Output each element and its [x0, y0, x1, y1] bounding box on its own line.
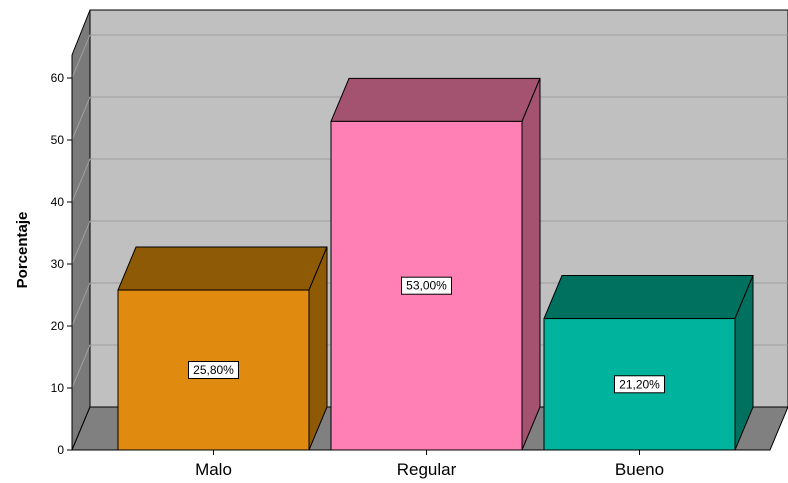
data-label: 53,00% — [406, 279, 447, 293]
side-grid-line — [71, 34, 91, 79]
side-grid-line — [71, 96, 91, 141]
bar-bueno: 21,20% — [543, 275, 754, 451]
side-grid-line — [71, 344, 91, 389]
side-grid-line — [71, 158, 91, 203]
bars: 25,80% 53,00% 21,20% — [117, 77, 754, 451]
x-tick-label: Bueno — [615, 460, 664, 479]
x-tick-label: Malo — [195, 460, 232, 479]
y-tick-label: 10 — [51, 381, 65, 395]
y-tick-label: 40 — [51, 195, 65, 209]
side-grid-line — [71, 282, 91, 327]
bar-top-face — [330, 77, 541, 122]
data-label: 25,80% — [193, 363, 234, 377]
chart-side-wall — [71, 9, 91, 451]
data-label-box — [401, 276, 452, 295]
bar-top-face — [543, 275, 754, 320]
y-axis-title: Porcentaje — [14, 212, 31, 289]
bar-malo: 25,80% — [117, 246, 328, 451]
y-tick-label: 20 — [51, 319, 65, 333]
data-label-box — [614, 375, 665, 394]
x-tick-label: Regular — [397, 460, 457, 479]
y-tick-label: 50 — [51, 133, 65, 147]
y-tick-label: 60 — [51, 71, 65, 85]
bar-top-face — [117, 246, 328, 291]
x-axis: Malo Regular Bueno — [72, 449, 770, 479]
y-tick-label: 0 — [57, 443, 64, 457]
data-label-box — [188, 361, 239, 380]
side-grid-line — [71, 220, 91, 265]
y-tick-label: 30 — [51, 257, 65, 271]
y-axis: 0 10 20 30 40 50 60 — [51, 68, 73, 457]
bar-side-face — [521, 78, 541, 451]
bar-regular: 53,00% — [330, 77, 541, 451]
data-label: 21,20% — [619, 377, 660, 391]
